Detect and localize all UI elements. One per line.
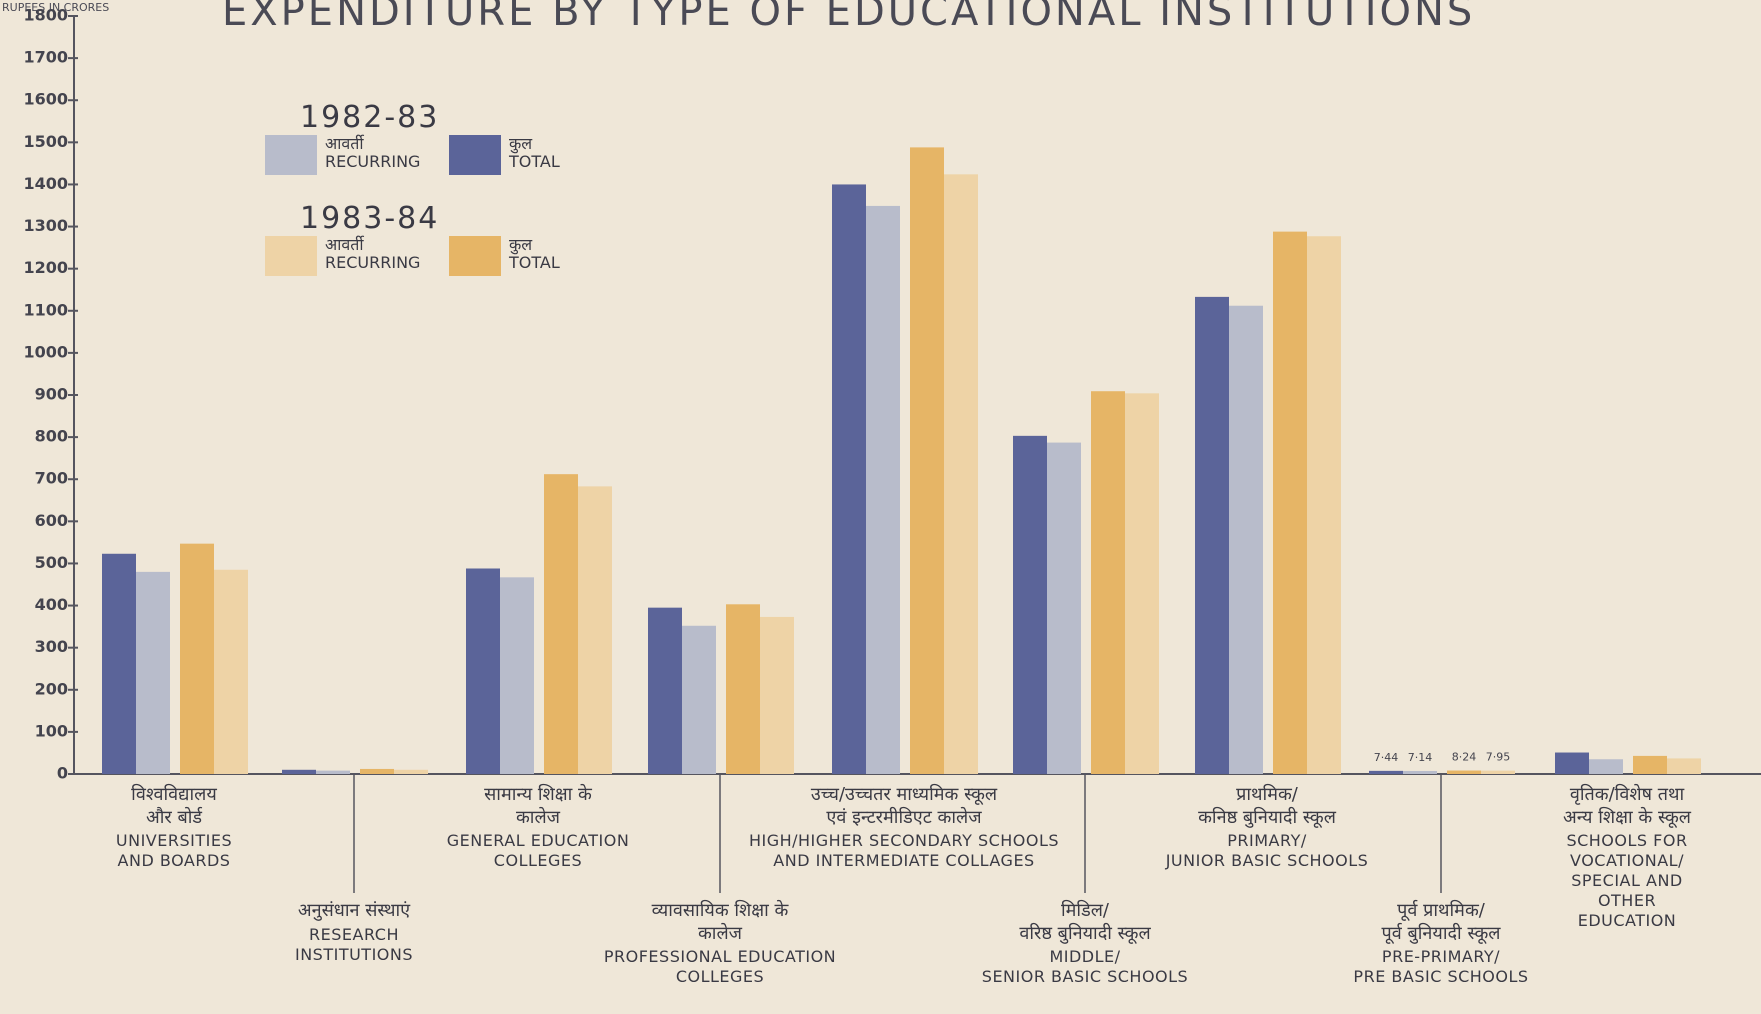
y-tick-label: 1700 (23, 48, 68, 67)
category-label: MIDDLE/ SENIOR BASIC SCHOOLS (981, 947, 1189, 986)
y-tick-label: 500 (35, 553, 68, 572)
category-label-hindi: व्यावसायिक शिक्षा के कालेज (651, 900, 789, 944)
bar (1307, 236, 1341, 775)
bar (282, 769, 316, 774)
category-label: UNIVERSITIES AND BOARDS (115, 831, 233, 870)
bar (1481, 770, 1515, 774)
bar (1369, 770, 1403, 774)
bar (1589, 759, 1623, 774)
bar (1403, 770, 1437, 774)
bar (180, 543, 214, 774)
legend-label: कुल TOTAL (509, 134, 560, 171)
bar (1667, 758, 1701, 774)
y-tick-label: 1400 (23, 174, 68, 193)
y-tick-label: 1500 (23, 132, 68, 151)
y-tick-label: 400 (35, 595, 68, 614)
bar (682, 625, 716, 774)
bar (1195, 296, 1229, 774)
bar (726, 604, 760, 774)
y-tick-label: 1200 (23, 258, 68, 277)
y-tick-label: 600 (35, 511, 68, 530)
bar (944, 174, 978, 775)
bar (316, 770, 350, 774)
bar (1633, 755, 1667, 774)
bar (214, 569, 248, 774)
bar (760, 616, 794, 774)
category-label: SCHOOLS FOR VOCATIONAL/ SPECIAL AND OTHE… (1566, 831, 1688, 930)
y-tick-label: 1600 (23, 90, 68, 109)
value-label: 7·95 (1486, 751, 1511, 764)
bar (466, 568, 500, 774)
category-label-hindi: उच्च/उच्चतर माध्यमिक स्कूल एवं इन्टरमीडि… (810, 784, 998, 828)
bar (648, 607, 682, 774)
value-label: 7·14 (1408, 751, 1433, 764)
legend-swatch (265, 135, 317, 175)
bar (578, 486, 612, 774)
y-axis-label: RUPEES IN CRORES (2, 1, 109, 14)
category-label: PROFESSIONAL EDUCATION COLLEGES (603, 947, 837, 986)
legend-swatch (449, 135, 501, 175)
bar (102, 553, 136, 774)
bar (360, 768, 394, 774)
y-tick-label: 1800 (23, 6, 68, 25)
y-tick-label: 0 (57, 764, 68, 783)
category-label: HIGH/HIGHER SECONDARY SCHOOLS AND INTERM… (748, 831, 1060, 870)
bar (1091, 391, 1125, 774)
y-tick-label: 1300 (23, 216, 68, 235)
bar (1555, 752, 1589, 774)
y-tick-label: 700 (35, 469, 68, 488)
value-label: 8·24 (1452, 751, 1477, 764)
category-label: GENERAL EDUCATION COLLEGES (446, 831, 630, 870)
category-label: PRE-PRIMARY/ PRE BASIC SCHOOLS (1353, 947, 1529, 986)
y-tick-label: 100 (35, 721, 68, 740)
bar (832, 184, 866, 774)
legend-label: आवर्ती RECURRING (325, 235, 421, 272)
category-label-hindi: पूर्व प्राथमिक/ पूर्व बुनियादी स्कूल (1381, 900, 1501, 944)
legend-label: आवर्ती RECURRING (325, 134, 421, 171)
legend-swatch (265, 236, 317, 276)
bar (1273, 231, 1307, 774)
legend-title: 1982-83 (300, 100, 440, 135)
bar (136, 571, 170, 774)
bar (1447, 770, 1481, 774)
category-label-hindi: प्राथमिक/ कनिष्ठ बुनियादी स्कूल (1198, 784, 1336, 828)
bar (1125, 393, 1159, 774)
category-label: PRIMARY/ JUNIOR BASIC SCHOOLS (1165, 831, 1369, 870)
category-label-hindi: वृतिक/विशेष तथा अन्य शिक्षा के स्कूल (1563, 784, 1691, 828)
bar (544, 474, 578, 774)
bar (866, 205, 900, 774)
bar (1229, 305, 1263, 774)
bar (1013, 435, 1047, 774)
y-tick-label: 200 (35, 679, 68, 698)
bar (394, 769, 428, 774)
y-tick-label: 1100 (23, 300, 68, 319)
y-tick-label: 800 (35, 427, 68, 446)
y-tick-label: 1000 (23, 342, 68, 361)
category-label-hindi: अनुसंधान संस्थाएं (297, 900, 411, 921)
legend-title: 1983-84 (300, 201, 440, 236)
legend-label: कुल TOTAL (509, 235, 560, 272)
bar (500, 577, 534, 774)
bar (910, 147, 944, 775)
category-label-hindi: मिडिल/ वरिष्ठ बुनियादी स्कूल (1019, 900, 1151, 944)
y-tick-label: 300 (35, 637, 68, 656)
bar (1047, 442, 1081, 774)
category-label: RESEARCH INSTITUTIONS (294, 925, 414, 964)
category-label-hindi: विश्वविद्यालय और बोर्ड (131, 784, 217, 828)
category-label-hindi: सामान्य शिक्षा के कालेज (484, 784, 592, 828)
legend-swatch (449, 236, 501, 276)
chart-title: EXPENDITURE BY TYPE OF EDUCATIONAL INSTI… (222, 0, 1475, 35)
value-label: 7·44 (1374, 751, 1399, 764)
y-tick-label: 900 (35, 385, 68, 404)
